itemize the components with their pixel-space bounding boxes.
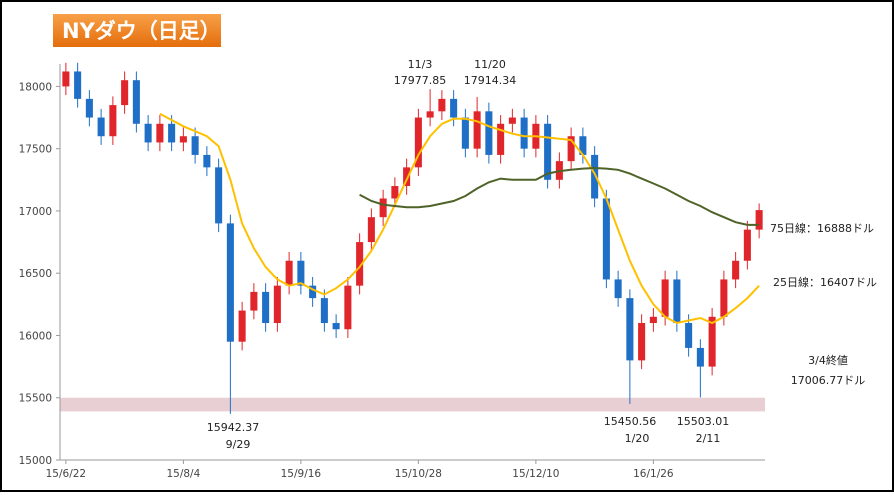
candle-body [238,310,246,342]
candle-body [344,285,352,330]
candle-body [191,136,199,155]
candle-body [144,123,152,143]
candle-body [179,136,187,143]
candle-body [367,217,375,243]
candle-body [121,80,129,106]
candle-body [332,323,340,330]
candle-body [203,154,211,168]
candle-body [132,80,140,124]
annotation: 75日線：16888ドル [770,221,874,235]
x-tick-label: 15/9/16 [281,468,322,480]
candle-body [720,279,728,317]
candle-body [614,279,622,299]
annotation: 9/29 [226,438,251,451]
candle-body [273,285,281,324]
candle-body [414,117,422,168]
candle-body [743,229,751,261]
candle-body [661,279,669,317]
candle-body [109,105,117,137]
candle-body [450,98,458,118]
candle-body [262,291,270,324]
annotation: 1/20 [625,432,650,445]
candle-body [485,111,493,155]
y-tick-label: 16500 [19,268,52,280]
candle-body [379,198,387,218]
candle-body [438,98,446,112]
candle-body [626,298,634,361]
candle-body [215,167,223,224]
annotation: 17914.34 [464,74,517,87]
candle-body [168,123,176,143]
candle-body [297,260,305,286]
annotation: 15503.01 [677,415,730,428]
x-tick-label: 16/1/26 [633,468,674,480]
moving-average [159,112,760,325]
annotation: 25日線：16407ドル [773,275,877,289]
y-tick-label: 16000 [19,330,52,342]
candle-body [320,298,328,324]
candle-body [62,71,70,87]
annotation: 15942.37 [207,421,260,434]
y-tick-label: 15000 [19,455,52,467]
candle-body [673,279,681,324]
candle-body [579,136,587,155]
annotation: 11/3 [408,58,433,71]
annotation: 15450.56 [604,415,657,428]
candle-body [732,260,740,280]
x-tick-label: 15/6/22 [46,468,86,480]
candle-body [85,98,93,118]
annotation: 3/4終値 [808,353,848,367]
title-box [51,12,223,49]
candle-body [520,117,528,149]
annotation: 17977.85 [394,74,447,87]
y-tick-label: 18000 [19,81,52,93]
candle-body [638,323,646,361]
candle-body [591,154,599,199]
candle-body [497,123,505,155]
candle-body [685,323,693,348]
candle-body [544,123,552,180]
candle-body [285,260,293,286]
candle-body [156,123,164,143]
candle-body [473,111,481,149]
candle-body [403,167,411,187]
candle-body [696,347,704,367]
support-band [60,397,765,412]
candle-body [74,71,82,99]
candle-body [567,136,575,162]
candle-body [426,111,434,118]
chart-title: NYダウ（日足） [62,19,221,43]
moving-average [359,166,760,226]
candle-body [602,198,610,280]
y-tick-label: 17000 [19,206,52,218]
candle-body [461,117,469,149]
candle-body [755,210,763,230]
annotation: 17006.77ドル [791,374,866,387]
candle-body [391,186,399,199]
x-tick-label: 15/8/4 [166,468,200,480]
candle-body [309,285,317,299]
y-tick-label: 17500 [19,144,52,156]
candle-body [356,242,364,286]
candle-body [708,316,716,367]
x-tick-label: 15/12/10 [512,468,559,480]
candle-body [226,223,234,342]
candle-body [649,316,657,324]
annotation: 2/11 [696,432,721,445]
candle-body [97,117,105,137]
y-tick-label: 15500 [19,393,52,405]
candle-body [250,291,258,311]
candle-body [508,117,516,124]
annotation: 11/20 [474,58,506,71]
x-tick-label: 15/10/28 [395,468,442,480]
